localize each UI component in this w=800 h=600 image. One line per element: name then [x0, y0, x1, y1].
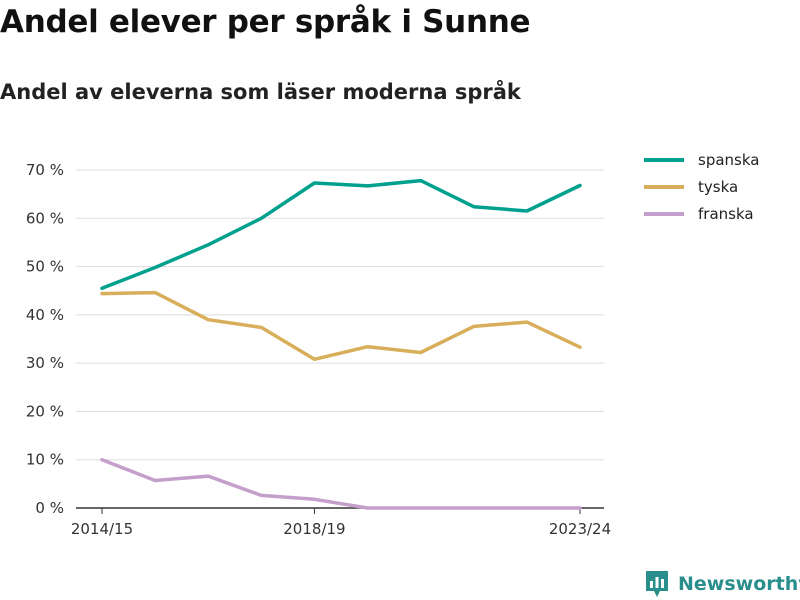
y-tick-label: 30 %: [26, 354, 64, 372]
y-tick-label: 40 %: [26, 306, 64, 324]
brand-logo: Newsworthy: [644, 568, 800, 600]
y-tick-label: 10 %: [26, 451, 64, 469]
newsworthy-logo-icon: [646, 571, 668, 597]
brand-name: Newsworthy: [678, 573, 800, 595]
legend-label-spanska: spanska: [698, 151, 759, 169]
chart-title: Andel elever per språk i Sunne: [0, 4, 531, 40]
y-tick-label: 0 %: [35, 499, 64, 517]
y-tick-label: 20 %: [26, 402, 64, 420]
series-line-franska: [100, 457, 582, 510]
x-tick-label: 2014/15: [71, 520, 133, 538]
y-axis: 0 % 10 % 20 % 30 % 40 % 50 % 60 % 70 %: [26, 161, 64, 517]
series-line-tyska: [100, 290, 582, 362]
x-axis: 2014/15 2018/19 2023/24: [71, 507, 611, 538]
chart-subtitle: Andel av eleverna som läser moderna språ…: [0, 80, 521, 104]
y-tick-label: 60 %: [26, 209, 64, 227]
legend-label-franska: franska: [698, 205, 754, 223]
y-tick-label: 50 %: [26, 258, 64, 276]
legend-label-tyska: tyska: [698, 178, 738, 196]
x-tick-label: 2023/24: [549, 520, 611, 538]
legend: spanska tyska franska: [644, 151, 759, 223]
y-tick-label: 70 %: [26, 161, 64, 179]
series-lines: [100, 178, 582, 510]
x-tick-label: 2018/19: [283, 520, 345, 538]
grid-lines: [76, 169, 604, 461]
series-line-spanska: [100, 178, 582, 291]
